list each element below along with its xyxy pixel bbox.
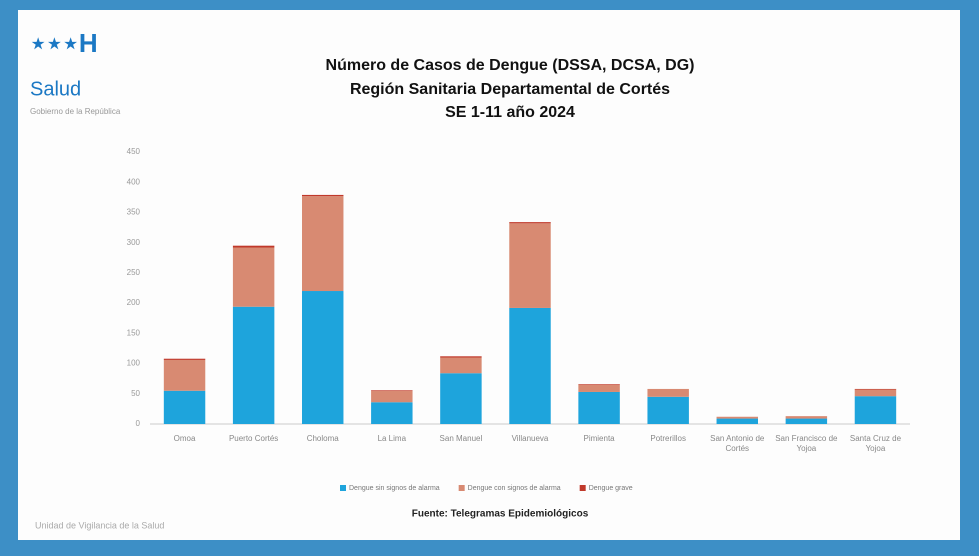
- bar-segment: [232, 306, 275, 424]
- y-tick-label: 0: [136, 419, 141, 428]
- legend-label: Dengue con signos de alarma: [468, 485, 561, 492]
- x-tick-label: Choloma: [306, 434, 339, 443]
- x-tick-label: Omoa: [173, 434, 196, 443]
- y-tick-label: 100: [127, 359, 141, 368]
- x-tick-label: Potrerillos: [650, 434, 686, 443]
- bar-segment: [440, 357, 482, 374]
- x-tick-label: Puerto Cortés: [228, 434, 279, 443]
- logo-mark: ⋆⋆⋆H: [30, 28, 98, 58]
- chart-subtitle: Región Sanitaria Departamental de Cortés: [350, 81, 670, 98]
- bar-segment: [232, 247, 275, 307]
- x-tick-label: Santa Cruz de Yojoa: [849, 434, 902, 453]
- bar-segment: [647, 396, 689, 424]
- x-tick-label: San Francisco de Yojoa: [775, 434, 838, 453]
- bar-segment: [578, 384, 620, 385]
- x-tick-label: San Manuel: [439, 434, 483, 443]
- bar-segment: [854, 388, 897, 390]
- bar-segment: [163, 359, 206, 391]
- bar-segment: [509, 307, 551, 424]
- chart-title: Número de Casos de Dengue (DSSA, DCSA, D…: [326, 57, 695, 74]
- legend-swatch: [340, 485, 346, 491]
- x-tick-label: La Lima: [377, 434, 407, 443]
- bar-segment: [716, 416, 758, 419]
- bar-segment: [440, 373, 482, 424]
- y-tick-label: 150: [127, 328, 141, 337]
- bar-segment: [371, 390, 413, 391]
- bar-segment: [854, 389, 897, 397]
- bar-segment: [371, 390, 413, 403]
- x-tick-label: Villanueva: [511, 434, 549, 443]
- y-tick-label: 350: [127, 208, 141, 217]
- y-tick-label: 400: [127, 177, 141, 186]
- y-tick-label: 50: [131, 389, 140, 398]
- bar-segment: [302, 196, 344, 292]
- y-tick-label: 200: [127, 298, 141, 307]
- bar-segment: [578, 384, 620, 392]
- source: Fuente: Telegramas Epidemiológicos: [412, 509, 589, 520]
- bar-segment: [785, 416, 828, 419]
- bar-segment: [647, 388, 689, 397]
- logo-text: Salud: [30, 78, 81, 100]
- bar-segment: [578, 391, 620, 424]
- y-tick-label: 250: [127, 268, 141, 277]
- legend-swatch: [458, 485, 465, 491]
- bar-segment: [371, 402, 413, 424]
- bar-segment: [163, 358, 206, 360]
- y-tick-label: 300: [127, 238, 141, 247]
- slide: [18, 10, 960, 540]
- bar-segment: [440, 356, 482, 358]
- footer: Unidad de Vigilancia de la Salud: [35, 520, 164, 530]
- logo-subtitle: Gobierno de la República: [30, 107, 121, 116]
- legend-swatch: [579, 485, 586, 491]
- bar-segment: [232, 245, 275, 248]
- bar-segment: [854, 396, 897, 424]
- bar-segment: [716, 418, 758, 424]
- bar-segment: [302, 194, 344, 197]
- bar-segment: [785, 418, 828, 424]
- x-tick-label: Pimienta: [583, 434, 615, 443]
- chart-subtitle2: SE 1-11 año 2024: [445, 104, 575, 121]
- bar-segment: [509, 223, 551, 308]
- bar-segment: [509, 222, 551, 224]
- x-tick-label: San Antonio de Cortés: [710, 434, 765, 453]
- legend-label: Dengue grave: [589, 485, 633, 492]
- bar-segment: [302, 291, 344, 424]
- legend-label: Dengue sin signos de alarma: [349, 485, 440, 492]
- bar-segment: [163, 390, 206, 424]
- y-tick-label: 450: [127, 147, 141, 156]
